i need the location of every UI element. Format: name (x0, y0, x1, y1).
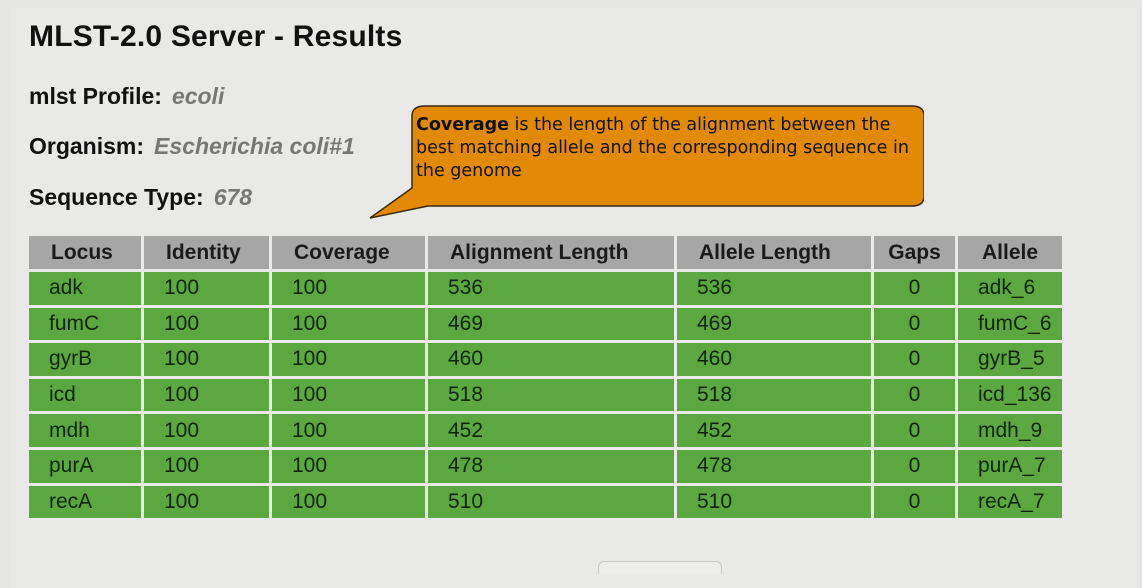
table-row: icd 100 100 518 518 0 icd_136 (29, 378, 1062, 412)
table-row: mdh 100 100 452 452 0 mdh_9 (29, 414, 1062, 447)
tooltip-term: Coverage (416, 115, 509, 135)
cell-allele-length: 469 (677, 307, 871, 341)
cell-allele-length: 510 (677, 485, 871, 519)
cell-gaps: 0 (874, 414, 955, 447)
cell-identity: 100 (144, 272, 269, 305)
cell-allele: mdh_9 (958, 414, 1062, 447)
cell-gaps: 0 (874, 307, 955, 341)
cell-gaps: 0 (874, 485, 955, 519)
sequence-type-value: 678 (213, 184, 253, 210)
column-header-coverage: Coverage (272, 236, 425, 269)
column-header-gaps: Gaps (874, 236, 955, 269)
cell-identity: 100 (144, 449, 269, 483)
column-header-identity: Identity (144, 236, 269, 269)
cell-identity: 100 (144, 378, 269, 412)
cell-locus: adk (29, 272, 141, 305)
cell-locus: recA (29, 485, 141, 519)
cell-identity: 100 (144, 485, 269, 519)
tooltip-bubble-shape (369, 105, 924, 219)
tooltip-description: is the length of the alignment between t… (416, 115, 909, 181)
column-header-allele-length: Allele Length (677, 236, 871, 269)
cell-gaps: 0 (874, 272, 955, 305)
cell-gaps: 0 (874, 378, 955, 412)
cell-coverage: 100 (272, 272, 425, 305)
organism-label: Organism: (29, 133, 145, 159)
cell-locus: gyrB (29, 343, 141, 376)
sequence-type-label: Sequence Type: (29, 184, 204, 210)
cell-allele: icd_136 (958, 378, 1062, 412)
table-row: gyrB 100 100 460 460 0 gyrB_5 (29, 343, 1062, 376)
cell-coverage: 100 (272, 378, 425, 412)
cell-coverage: 100 (272, 414, 425, 447)
table-row: fumC 100 100 469 469 0 fumC_6 (29, 307, 1062, 341)
column-header-alignment-length: Alignment Length (428, 236, 674, 269)
cell-allele-length: 452 (677, 414, 871, 447)
cell-alignment-length: 518 (428, 378, 674, 412)
cell-alignment-length: 510 (428, 485, 674, 519)
cell-coverage: 100 (272, 343, 425, 376)
mlst-profile-row: mlst Profile: ecoli (29, 83, 224, 110)
column-header-locus: Locus (29, 236, 141, 269)
table-header-row: Locus Identity Coverage Alignment Length… (29, 236, 1062, 269)
column-header-allele: Allele (958, 236, 1062, 269)
cell-identity: 100 (144, 307, 269, 341)
mlst-profile-label: mlst Profile: (29, 83, 162, 109)
cell-locus: mdh (29, 414, 141, 447)
mlst-results-table: Locus Identity Coverage Alignment Length… (26, 233, 1065, 521)
cell-gaps: 0 (874, 343, 955, 376)
cell-coverage: 100 (272, 449, 425, 483)
cell-locus: fumC (29, 307, 141, 341)
organism-row: Organism: Escherichia coli#1 (29, 133, 355, 160)
table-row: adk 100 100 536 536 0 adk_6 (29, 272, 1062, 305)
cell-coverage: 100 (272, 485, 425, 519)
cell-allele: gyrB_5 (958, 343, 1062, 376)
cell-locus: icd (29, 378, 141, 412)
sequence-type-row: Sequence Type: 678 (29, 184, 252, 211)
cell-coverage: 100 (272, 307, 425, 341)
page-title: MLST-2.0 Server - Results (29, 20, 403, 53)
cell-locus: purA (29, 449, 141, 483)
cell-alignment-length: 478 (428, 449, 674, 483)
cell-alignment-length: 536 (428, 272, 674, 305)
cell-allele-length: 478 (677, 449, 871, 483)
cell-allele-length: 536 (677, 272, 871, 305)
cell-allele: fumC_6 (958, 307, 1062, 341)
cell-gaps: 0 (874, 449, 955, 483)
cell-identity: 100 (144, 343, 269, 376)
mlst-profile-value: ecoli (171, 83, 225, 109)
table-row: purA 100 100 478 478 0 purA_7 (29, 449, 1062, 483)
cell-allele-length: 460 (677, 343, 871, 376)
cell-alignment-length: 460 (428, 343, 674, 376)
coverage-tooltip: Coverage is the length of the alignment … (368, 104, 924, 219)
cell-allele: adk_6 (958, 272, 1062, 305)
cell-alignment-length: 469 (428, 307, 674, 341)
cell-allele: purA_7 (958, 449, 1062, 483)
cell-allele-length: 518 (677, 378, 871, 412)
table-row: recA 100 100 510 510 0 recA_7 (29, 485, 1062, 519)
tooltip-text: Coverage is the length of the alignment … (416, 114, 916, 183)
organism-value: Escherichia coli#1 (154, 133, 355, 159)
cell-identity: 100 (144, 414, 269, 447)
cell-alignment-length: 452 (428, 414, 674, 447)
cell-allele: recA_7 (958, 485, 1062, 519)
